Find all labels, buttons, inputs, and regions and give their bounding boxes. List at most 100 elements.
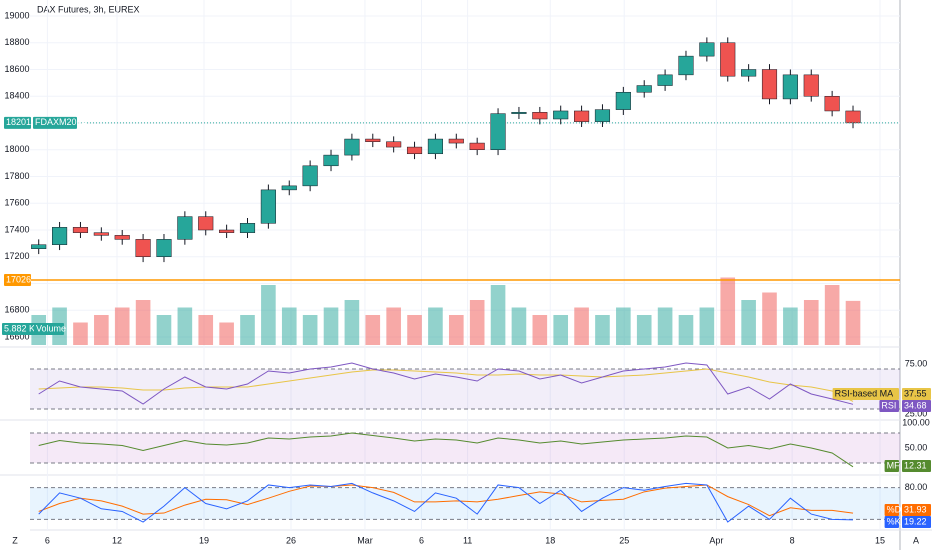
- label-text: RSI: [881, 400, 896, 410]
- volume-bar: [720, 277, 736, 345]
- indicator-line: [38, 362, 854, 405]
- candle-body: [177, 216, 193, 240]
- volume-bar: [636, 315, 652, 345]
- indicator-line: [38, 482, 854, 523]
- chart-title: DAX Futures, 3h, EUREX: [37, 4, 140, 14]
- volume-bar: [114, 307, 130, 345]
- volume-bar: [219, 322, 234, 345]
- volume-bar: [407, 315, 422, 345]
- volume-bar: [73, 322, 88, 345]
- label-box: [33, 116, 77, 129]
- band-fill: [30, 487, 900, 520]
- label-box: [902, 400, 931, 412]
- label-box: [884, 460, 899, 472]
- label-box: [902, 460, 931, 472]
- candle-body: [490, 113, 506, 150]
- volume-bar: [511, 307, 527, 345]
- corner-button[interactable]: A: [913, 535, 919, 545]
- label-text: %D: [887, 504, 902, 514]
- y-tick-label: 100.00: [902, 417, 930, 427]
- x-tick-label: Mar: [357, 535, 373, 545]
- volume-bar: [156, 315, 172, 345]
- volume-bar: [678, 315, 694, 345]
- candle-body: [386, 141, 402, 148]
- y-tick-label: 18600: [4, 64, 29, 74]
- label-box: [4, 274, 31, 287]
- candle-body: [448, 138, 464, 144]
- candle-body: [323, 154, 339, 167]
- candle-body: [594, 109, 611, 122]
- volume-bar: [803, 300, 819, 345]
- volume-bar: [553, 315, 569, 345]
- volume-bar: [448, 315, 464, 345]
- candle-body: [406, 146, 423, 155]
- candle-body: [657, 74, 673, 86]
- volume-bar: [469, 300, 485, 345]
- corner-button[interactable]: Z: [12, 535, 18, 545]
- candle-body: [574, 110, 590, 122]
- label-text: 5.882 K: [4, 323, 35, 333]
- y-tick-label: 25.00: [905, 408, 928, 418]
- x-tick-label: 8: [790, 535, 795, 545]
- band-fill: [30, 369, 900, 409]
- y-tick-label: 17400: [4, 224, 29, 234]
- volume-bar: [845, 300, 861, 345]
- y-tick-label: 18400: [4, 91, 29, 101]
- volume-bar: [532, 315, 548, 345]
- volume-bar: [344, 300, 360, 345]
- label-box: [902, 504, 931, 516]
- x-tick-label: 26: [286, 535, 296, 545]
- label-box: [879, 400, 899, 412]
- candle-body: [52, 227, 68, 245]
- x-tick-label: 25: [619, 535, 629, 545]
- label-box: [2, 323, 38, 335]
- indicator-line: [38, 432, 854, 468]
- label-text: FDAXM2024: [35, 117, 87, 127]
- candle-body: [31, 244, 47, 249]
- y-tick-label: 50.00: [905, 442, 928, 452]
- y-tick-label: 19000: [4, 10, 29, 20]
- label-text: 37.55: [904, 388, 927, 398]
- candle-body: [741, 69, 757, 77]
- y-tick-label: 16800: [4, 305, 29, 315]
- label-text: 34.68: [904, 400, 927, 410]
- label-text: %K: [887, 516, 901, 526]
- x-tick-label: 6: [45, 535, 50, 545]
- volume-bar: [595, 315, 610, 345]
- label-text: 17026: [6, 274, 31, 284]
- volume-bar: [281, 307, 297, 345]
- candle-body: [782, 74, 798, 100]
- candle-body: [845, 110, 861, 124]
- candle-body: [803, 74, 819, 97]
- candle-body: [824, 96, 840, 112]
- volume-bar: [783, 307, 798, 345]
- candle-body: [427, 138, 443, 155]
- label-text: 18201: [6, 117, 31, 127]
- volume-bar: [657, 307, 673, 345]
- candle-body: [553, 110, 569, 120]
- label-text: RSI-based MA: [835, 388, 894, 398]
- label-text: 31.93: [904, 504, 927, 514]
- volume-bar: [365, 315, 381, 345]
- candle-body: [219, 229, 235, 233]
- y-tick-label: 80.00: [905, 482, 928, 492]
- x-tick-label: 11: [463, 535, 472, 545]
- candle-body: [344, 138, 360, 156]
- y-tick-label: 18000: [4, 144, 29, 154]
- volume-bar: [94, 315, 109, 345]
- volume-bar: [699, 307, 715, 345]
- candle-body: [260, 189, 276, 224]
- label-box: [832, 388, 899, 400]
- candle-body: [156, 239, 172, 258]
- volume-bar: [824, 285, 840, 345]
- indicator-line: [38, 368, 854, 402]
- volume-bar: [428, 307, 443, 345]
- candle-body: [281, 185, 297, 191]
- indicator-line: [38, 484, 854, 517]
- band-fill: [30, 433, 900, 463]
- label-box: [4, 116, 31, 129]
- label-box: [884, 516, 899, 528]
- x-tick-label: 6: [419, 535, 424, 545]
- candle-body: [678, 55, 694, 76]
- volume-bar: [574, 307, 589, 345]
